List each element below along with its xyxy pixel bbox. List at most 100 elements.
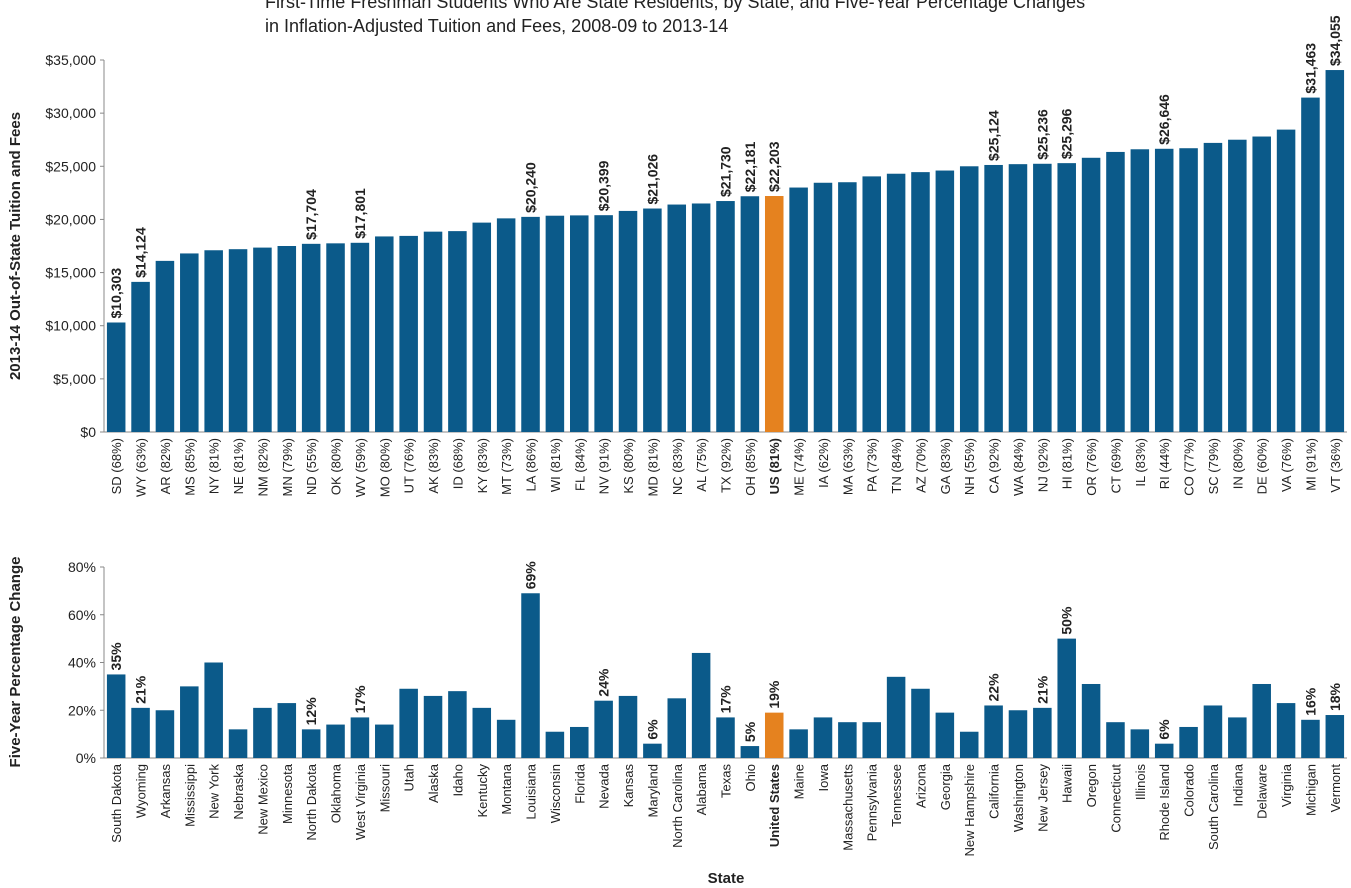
bar [423, 695, 443, 758]
x-tick-label: AR (82%) [158, 438, 173, 494]
x-tick-label: MD (81%) [645, 438, 660, 497]
bar [813, 182, 833, 432]
bar [1130, 729, 1150, 758]
bar [496, 218, 516, 432]
bar [1276, 703, 1296, 758]
bar [301, 243, 321, 432]
bar [155, 710, 175, 758]
x-tick-label: UT (76%) [402, 438, 417, 493]
x-tick-label: Texas [719, 764, 734, 798]
bar [886, 676, 906, 758]
x-tick-label: OH (85%) [743, 438, 758, 496]
bar [131, 281, 150, 432]
y-tick-label: 0% [76, 750, 96, 766]
x-tick-label: Florida [572, 763, 587, 804]
x-tick-label: CO (77%) [1182, 438, 1197, 496]
bar [326, 724, 345, 758]
bar [667, 698, 687, 758]
bar [399, 235, 418, 432]
data-label: $22,203 [766, 141, 782, 192]
bar [643, 208, 662, 432]
bar [1081, 683, 1101, 758]
y-tick-label: $15,000 [45, 265, 96, 281]
x-tick-label: MO (80%) [377, 438, 392, 497]
bar [886, 173, 906, 432]
x-tick-label: Arkansas [158, 764, 173, 819]
x-tick-label: ND (55%) [304, 438, 319, 495]
x-tick-label: SC (79%) [1206, 438, 1221, 494]
data-label: 12% [303, 697, 319, 726]
x-tick-label: Virginia [1279, 763, 1294, 807]
x-tick-label: Montana [499, 763, 514, 814]
x-tick-label: Tennessee [889, 764, 904, 827]
data-label: $25,296 [1059, 108, 1075, 159]
bar [1301, 719, 1320, 758]
bar [984, 705, 1003, 758]
bar [155, 260, 175, 432]
x-tick-label: KY (83%) [475, 438, 490, 493]
bar [521, 216, 540, 432]
bar [277, 703, 297, 758]
bar [862, 176, 881, 432]
bar [448, 231, 467, 432]
bar [1033, 163, 1052, 432]
x-tick-label: North Dakota [304, 763, 319, 840]
x-tick-label: SD (68%) [109, 438, 124, 494]
x-tick-label: MT (73%) [499, 438, 514, 495]
bar [1008, 710, 1028, 758]
bar [350, 242, 370, 432]
bar [106, 322, 126, 432]
x-tick-label: US (81%) [767, 438, 782, 494]
x-tick-label: RI (44%) [1157, 438, 1172, 489]
data-label: 24% [596, 668, 612, 697]
x-tick-label: Nevada [597, 763, 612, 809]
bar [1228, 139, 1247, 432]
bar [204, 250, 223, 432]
y-tick-label: 40% [68, 655, 96, 671]
data-label: 18% [1327, 682, 1343, 711]
data-label: $25,124 [986, 110, 1002, 161]
y-tick-label: $20,000 [45, 211, 96, 227]
bar [180, 686, 199, 758]
bar [131, 707, 150, 758]
data-label: 22% [986, 673, 1002, 702]
bar [984, 164, 1003, 432]
x-tick-label: ID (68%) [450, 438, 465, 489]
x-tick-label: Oklahoma [329, 763, 344, 823]
bar [326, 243, 345, 432]
bar [448, 691, 467, 758]
x-tick-label: MI (91%) [1303, 438, 1318, 491]
x-tick-label: WI (81%) [548, 438, 563, 492]
bar [1154, 148, 1174, 433]
bar [740, 196, 760, 432]
data-label: 69% [523, 561, 539, 590]
x-tick-label: Massachusetts [840, 764, 855, 851]
x-tick-label: Wisconsin [548, 764, 563, 823]
x-tick-label: NV (91%) [597, 438, 612, 494]
bar [1228, 717, 1247, 758]
x-tick-label: Arizona [913, 763, 928, 808]
x-tick-label: United States [767, 764, 782, 847]
bar [1179, 726, 1198, 758]
data-label: 16% [1302, 687, 1318, 716]
x-tick-label: LA (86%) [524, 438, 539, 491]
x-tick-label: NE (81%) [231, 438, 246, 494]
x-tick-label: Missouri [377, 764, 392, 813]
data-label: $21,730 [718, 146, 734, 197]
bar [959, 731, 979, 758]
bar [838, 182, 857, 432]
x-tick-label: WY (63%) [134, 438, 149, 497]
x-tick-label: TX (92%) [719, 438, 734, 493]
x-tick-label: CT (69%) [1108, 438, 1123, 493]
bar [618, 695, 638, 758]
x-tick-label: NM (82%) [255, 438, 270, 497]
bar [935, 712, 955, 758]
data-label: $10,303 [108, 268, 124, 319]
x-tick-label: WA (84%) [1011, 438, 1026, 496]
x-tick-label: AZ (70%) [913, 438, 928, 493]
data-label: $14,124 [133, 227, 149, 278]
x-tick-label: PA (73%) [865, 438, 880, 492]
data-label: $26,646 [1156, 94, 1172, 145]
x-tick-label: NH (55%) [962, 438, 977, 495]
